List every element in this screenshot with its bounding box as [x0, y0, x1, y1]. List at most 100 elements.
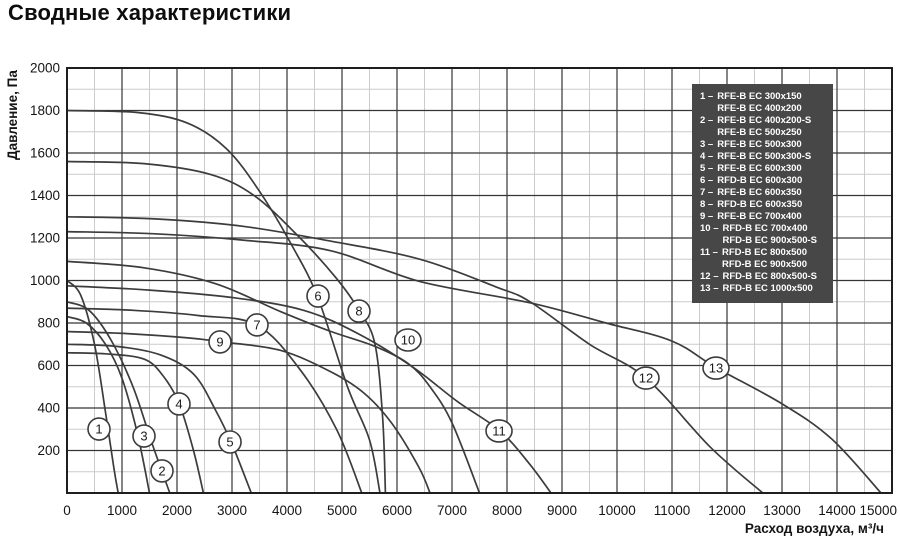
- curve-13: [66, 230, 882, 494]
- legend-entry-number: 5 –: [700, 163, 714, 174]
- curve-label-8: 8: [347, 299, 371, 323]
- legend-entry-4: 4 – RFE-B EC 500x300-S: [700, 151, 829, 163]
- curve-12: [66, 215, 764, 494]
- legend-entry-2: 2 – RFE-B EC 400x200-S RFE-B EC 500x250: [700, 115, 829, 139]
- y-axis-title: Давление, Па: [5, 70, 20, 160]
- plot-border: [66, 67, 893, 494]
- svg-text:5: 5: [226, 435, 233, 450]
- legend-entry-6: 6 – RFD-B EC 600x300: [700, 175, 829, 187]
- legend-entry-models: RFD-B EC 600x350: [717, 199, 803, 210]
- svg-text:10: 10: [401, 333, 415, 348]
- curve-label-3: 3: [132, 424, 156, 448]
- legend-entry-models: RFD-B EC 1000x500: [722, 283, 813, 294]
- svg-text:1: 1: [95, 422, 102, 437]
- curve-label-6: 6: [306, 284, 330, 308]
- legend-entry-7: 7 – RFE-B EC 600x350: [700, 187, 829, 199]
- legend-entry-models: RFE-B EC 700x400: [717, 211, 802, 222]
- legend-entry-10: 10 – RFD-B EC 700x400 RFD-B EC 900x500-S: [700, 223, 829, 247]
- y-tick-label: 1000: [30, 273, 60, 288]
- legend-entry-9: 9 – RFE-B EC 700x400: [700, 211, 829, 223]
- svg-text:12: 12: [639, 371, 653, 386]
- x-tick-label: 8000: [492, 503, 522, 518]
- curve-label-4: 4: [167, 392, 191, 416]
- svg-text:2: 2: [158, 463, 165, 478]
- x-tick-label: 3000: [217, 503, 247, 518]
- curve-label-11: 11: [485, 419, 513, 443]
- x-axis-ticks: 0 1000 2000 3000 4000 5000 6000 7000 8000 9000 100…: [63, 503, 897, 518]
- legend-entry-models: RFD-B EC 600x300: [717, 175, 803, 186]
- curve-label-2: 2: [150, 459, 174, 483]
- chart-legend: 1 – RFE-B EC 300x150 RFE-B EC 400x200 2 – RF…: [692, 84, 833, 303]
- legend-entry-number: 2 –: [700, 115, 714, 126]
- svg-text:11: 11: [492, 423, 506, 438]
- legend-entry-number: 7 –: [700, 187, 714, 198]
- x-tick-label: 4000: [272, 503, 302, 518]
- curve-label-12: 12: [632, 366, 660, 390]
- legend-entry-12: 12 – RFD-B EC 800x500-S: [700, 271, 829, 283]
- x-tick-label: 7000: [437, 503, 467, 518]
- y-tick-label: 800: [37, 316, 60, 331]
- curve-1: [66, 279, 120, 494]
- x-tick-label: 10000: [598, 503, 636, 518]
- svg-text:3: 3: [140, 429, 147, 444]
- y-tick-label: 1200: [30, 231, 60, 246]
- legend-entry-5: 5 – RFE-B EC 600x300: [700, 163, 829, 175]
- x-tick-label: 0: [63, 503, 71, 518]
- legend-entry-number: 12 –: [700, 271, 719, 282]
- curve-label-5: 5: [218, 430, 242, 454]
- curve-9: [66, 330, 431, 494]
- legend-entry-models: RFE-B EC 600x350: [717, 187, 802, 198]
- curve-8: [66, 160, 387, 494]
- x-tick-label: 1000: [107, 503, 137, 518]
- legend-entry-number: 13 –: [700, 283, 719, 294]
- curve-label-7: 7: [245, 313, 269, 337]
- y-tick-label: 1800: [30, 103, 60, 118]
- legend-entry-models: RFE-B EC 500x300: [717, 139, 802, 150]
- curve-11: [66, 284, 552, 494]
- legend-entry-number: 10 –: [700, 223, 719, 234]
- curve-3: [66, 315, 151, 494]
- page-title: Сводные характеристики: [8, 0, 292, 25]
- legend-entry-number: 3 –: [700, 139, 714, 150]
- curve-label-13: 13: [702, 356, 730, 380]
- x-tick-label: 2000: [162, 503, 192, 518]
- y-tick-label: 600: [37, 358, 60, 373]
- legend-entry-number: 11 –: [700, 247, 718, 258]
- curve-label-9: 9: [208, 330, 232, 354]
- x-tick-label: 12000: [708, 503, 746, 518]
- curve-4: [66, 351, 205, 494]
- x-tick-label: 13000: [763, 503, 801, 518]
- legend-entry-number: 4 –: [700, 151, 714, 162]
- legend-entry-number: 8 –: [700, 199, 714, 210]
- curve-label-1: 1: [87, 417, 111, 441]
- legend-entry-13: 13 – RFD-B EC 1000x500: [700, 283, 829, 295]
- legend-entry-1: 1 – RFE-B EC 300x150 RFE-B EC 400x200: [700, 91, 829, 115]
- x-tick-label: 9000: [547, 503, 577, 518]
- y-tick-label: 1400: [30, 188, 60, 203]
- svg-text:4: 4: [175, 396, 182, 411]
- curve-label-10: 10: [394, 328, 422, 352]
- curve-6: [66, 109, 381, 494]
- x-tick-label: 15000: [859, 503, 897, 518]
- svg-text:9: 9: [216, 334, 223, 349]
- legend-entry-number: 1 –: [700, 91, 714, 102]
- legend-entry-models: RFE-B EC 600x300: [717, 163, 802, 174]
- curves: [66, 109, 882, 494]
- legend-entry-models: RFE-B EC 300x150 RFE-B EC 400x200: [717, 91, 802, 114]
- y-axis-ticks: 200 400 600 800 1000 1200 1400 1600 1800 2000: [30, 61, 60, 459]
- legend-entry-3: 3 – RFE-B EC 500x300: [700, 139, 829, 151]
- legend-entry-models: RFE-B EC 400x200-S RFE-B EC 500x250: [717, 115, 812, 138]
- x-axis-title: Расход воздуха, м³/ч: [745, 521, 884, 536]
- y-tick-label: 1600: [30, 146, 60, 161]
- legend-entry-models: RFD-B EC 800x500 RFD-B EC 900x500: [721, 247, 807, 270]
- legend-entry-models: RFE-B EC 500x300-S: [717, 151, 812, 162]
- legend-entry-number: 6 –: [700, 175, 714, 186]
- x-tick-label: 5000: [327, 503, 357, 518]
- legend-entry-8: 8 – RFD-B EC 600x350: [700, 199, 829, 211]
- svg-text:7: 7: [253, 317, 260, 332]
- x-tick-label: 11000: [654, 503, 691, 518]
- curve-10: [66, 260, 481, 494]
- legend-entry-models: RFD-B EC 800x500-S: [722, 271, 818, 282]
